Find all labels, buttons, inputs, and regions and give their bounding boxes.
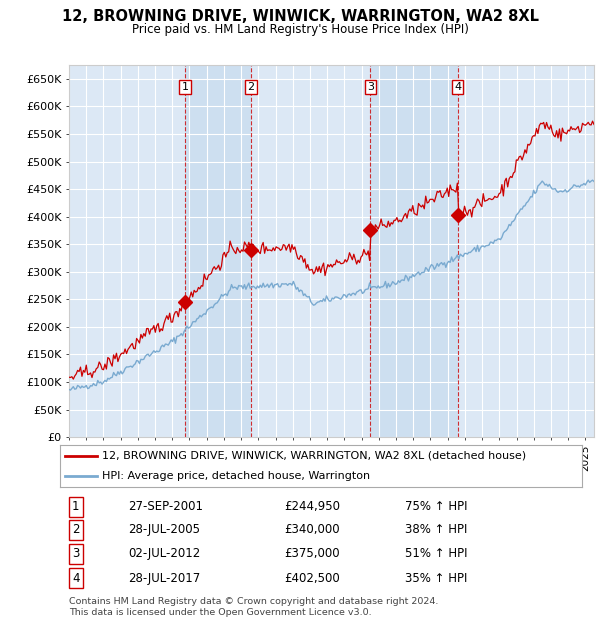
Text: 4: 4 xyxy=(72,572,79,585)
Text: 12, BROWNING DRIVE, WINWICK, WARRINGTON, WA2 8XL: 12, BROWNING DRIVE, WINWICK, WARRINGTON,… xyxy=(62,9,539,24)
Text: 75% ↑ HPI: 75% ↑ HPI xyxy=(404,500,467,513)
Text: 2: 2 xyxy=(72,523,79,536)
Text: Price paid vs. HM Land Registry's House Price Index (HPI): Price paid vs. HM Land Registry's House … xyxy=(131,23,469,36)
Text: 4: 4 xyxy=(454,82,461,92)
Text: 12, BROWNING DRIVE, WINWICK, WARRINGTON, WA2 8XL (detached house): 12, BROWNING DRIVE, WINWICK, WARRINGTON,… xyxy=(102,451,526,461)
Bar xyxy=(370,65,458,437)
Text: 02-JUL-2012: 02-JUL-2012 xyxy=(128,547,200,560)
Text: 2: 2 xyxy=(248,82,254,92)
Text: 35% ↑ HPI: 35% ↑ HPI xyxy=(404,572,467,585)
Text: £244,950: £244,950 xyxy=(284,500,340,513)
Text: 1: 1 xyxy=(182,82,188,92)
Text: 1: 1 xyxy=(72,500,79,513)
Text: 27-SEP-2001: 27-SEP-2001 xyxy=(128,500,203,513)
Bar xyxy=(185,65,251,437)
Text: Contains HM Land Registry data © Crown copyright and database right 2024.
This d: Contains HM Land Registry data © Crown c… xyxy=(69,598,439,617)
Text: 28-JUL-2017: 28-JUL-2017 xyxy=(128,572,200,585)
Text: 3: 3 xyxy=(72,547,79,560)
Text: £375,000: £375,000 xyxy=(284,547,340,560)
Text: £340,000: £340,000 xyxy=(284,523,340,536)
Text: 51% ↑ HPI: 51% ↑ HPI xyxy=(404,547,467,560)
Text: HPI: Average price, detached house, Warrington: HPI: Average price, detached house, Warr… xyxy=(102,471,370,481)
Text: 38% ↑ HPI: 38% ↑ HPI xyxy=(404,523,467,536)
Text: £402,500: £402,500 xyxy=(284,572,340,585)
Text: 28-JUL-2005: 28-JUL-2005 xyxy=(128,523,200,536)
Text: 3: 3 xyxy=(367,82,374,92)
